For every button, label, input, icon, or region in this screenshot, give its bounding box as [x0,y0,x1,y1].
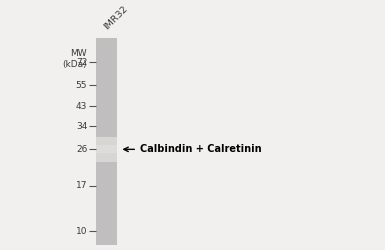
Text: IMR32: IMR32 [102,4,129,32]
Bar [96,136,117,162]
Text: 72: 72 [76,58,87,66]
Text: MW
(kDa): MW (kDa) [63,49,87,69]
Text: 17: 17 [76,181,87,190]
Text: 26: 26 [76,145,87,154]
Bar [96,38,117,245]
Text: Calbindin + Calretinin: Calbindin + Calretinin [140,144,262,154]
Text: 55: 55 [76,81,87,90]
Text: 43: 43 [76,102,87,111]
Text: 34: 34 [76,122,87,131]
Bar [96,146,117,153]
Text: 10: 10 [76,227,87,236]
